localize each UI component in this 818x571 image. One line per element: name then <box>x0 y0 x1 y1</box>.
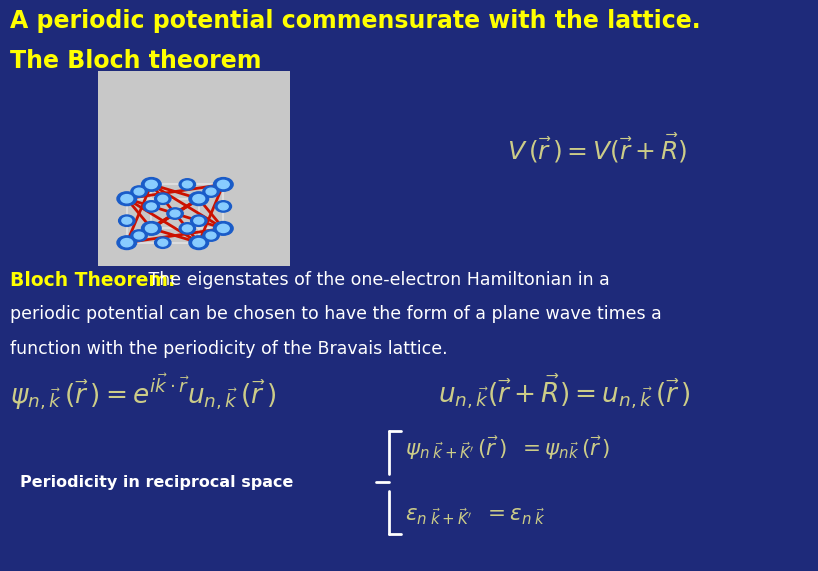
Circle shape <box>117 236 137 250</box>
Circle shape <box>194 217 204 224</box>
Text: $\varepsilon_{n\;\vec{k}+\vec{K}^{\prime}}\;\; = \varepsilon_{n\;\vec{k}}$: $\varepsilon_{n\;\vec{k}+\vec{K}^{\prime… <box>405 506 546 527</box>
Text: The Bloch theorem: The Bloch theorem <box>10 49 261 73</box>
Circle shape <box>167 208 183 219</box>
Circle shape <box>117 192 137 206</box>
Circle shape <box>193 195 204 203</box>
Text: Bloch Theorem:: Bloch Theorem: <box>10 271 175 290</box>
Circle shape <box>119 215 135 226</box>
Circle shape <box>158 239 168 246</box>
Circle shape <box>170 210 180 217</box>
Circle shape <box>182 181 192 188</box>
Circle shape <box>122 217 132 224</box>
Circle shape <box>131 186 147 198</box>
Circle shape <box>158 195 168 202</box>
Circle shape <box>191 215 207 226</box>
Circle shape <box>179 179 196 190</box>
Circle shape <box>155 237 171 248</box>
Circle shape <box>218 203 228 210</box>
Text: periodic potential can be chosen to have the form of a plane wave times a: periodic potential can be chosen to have… <box>10 305 662 324</box>
Text: Periodicity in reciprocal space: Periodicity in reciprocal space <box>20 475 294 490</box>
Text: The eigenstates of the one-electron Hamiltonian in a: The eigenstates of the one-electron Hami… <box>143 271 610 289</box>
Circle shape <box>146 203 156 210</box>
Circle shape <box>215 201 231 212</box>
Circle shape <box>134 188 144 195</box>
Text: $\psi_{n\;\vec{k}+\vec{K}^{\prime}}\,(\vec{r}\,)\;\; = \psi_{n\vec{k}}\,(\vec{r}: $\psi_{n\;\vec{k}+\vec{K}^{\prime}}\,(\v… <box>405 435 610 462</box>
Circle shape <box>121 195 133 203</box>
Circle shape <box>142 178 161 191</box>
Circle shape <box>203 230 219 241</box>
Circle shape <box>146 180 157 188</box>
Circle shape <box>143 201 160 212</box>
Circle shape <box>203 186 219 198</box>
Circle shape <box>218 180 229 188</box>
Circle shape <box>179 223 196 234</box>
Text: A periodic potential commensurate with the lattice.: A periodic potential commensurate with t… <box>10 9 700 33</box>
Circle shape <box>189 192 209 206</box>
Circle shape <box>134 232 144 239</box>
Circle shape <box>206 188 216 195</box>
Circle shape <box>189 236 209 250</box>
Circle shape <box>146 224 157 232</box>
Circle shape <box>142 222 161 235</box>
Circle shape <box>155 193 171 204</box>
Circle shape <box>206 232 216 239</box>
Circle shape <box>121 239 133 247</box>
Text: $u_{n,\vec{k}}(\vec{r}+\vec{R}) = u_{n,\vec{k}}\,(\vec{r}\,)$: $u_{n,\vec{k}}(\vec{r}+\vec{R}) = u_{n,\… <box>438 372 690 411</box>
FancyBboxPatch shape <box>98 71 290 266</box>
Text: $\psi_{n,\vec{k}}\,(\vec{r}\,) = e^{i\vec{k}\cdot\vec{r}}u_{n,\vec{k}}\,(\vec{r}: $\psi_{n,\vec{k}}\,(\vec{r}\,) = e^{i\ve… <box>10 371 276 412</box>
Circle shape <box>131 230 147 241</box>
Text: $V\,(\vec{r}\,) = V(\vec{r}+\vec{R})$: $V\,(\vec{r}\,) = V(\vec{r}+\vec{R})$ <box>507 132 687 165</box>
Circle shape <box>218 224 229 232</box>
Text: function with the periodicity of the Bravais lattice.: function with the periodicity of the Bra… <box>10 340 447 358</box>
Circle shape <box>182 225 192 232</box>
Circle shape <box>213 222 233 235</box>
Circle shape <box>213 178 233 191</box>
Circle shape <box>193 239 204 247</box>
